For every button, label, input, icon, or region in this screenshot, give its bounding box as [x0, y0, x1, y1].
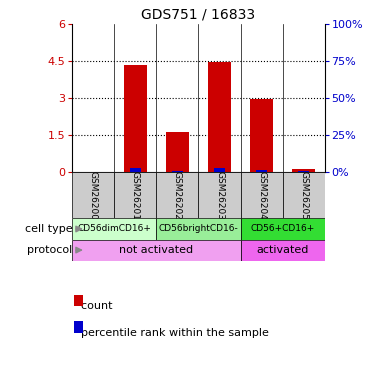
Bar: [240, 172, 283, 219]
Bar: [208, 62, 231, 172]
Bar: [72, 219, 157, 240]
Text: CD56dimCD16+: CD56dimCD16+: [78, 225, 151, 234]
Text: GSM26201: GSM26201: [131, 171, 140, 220]
Bar: [292, 169, 315, 172]
Text: not activated: not activated: [119, 245, 194, 255]
Title: GDS751 / 16833: GDS751 / 16833: [141, 8, 256, 22]
Bar: [250, 99, 273, 172]
Bar: [240, 240, 325, 261]
Text: GSM26202: GSM26202: [173, 171, 182, 220]
Bar: [166, 132, 189, 172]
Text: activated: activated: [256, 245, 309, 255]
Bar: [124, 65, 147, 172]
Text: GSM26200: GSM26200: [89, 171, 98, 220]
Text: cell type: cell type: [25, 224, 72, 234]
Text: GSM26204: GSM26204: [257, 171, 266, 220]
Bar: [298, 171, 309, 172]
Bar: [130, 168, 141, 172]
Text: protocol: protocol: [27, 245, 72, 255]
Bar: [72, 172, 114, 219]
Bar: [198, 172, 240, 219]
Text: CD56brightCD16-: CD56brightCD16-: [159, 225, 238, 234]
Bar: [72, 240, 240, 261]
Bar: [157, 172, 198, 219]
Text: count: count: [74, 302, 113, 311]
Text: GSM26205: GSM26205: [299, 171, 308, 220]
Text: GSM26203: GSM26203: [215, 171, 224, 220]
Bar: [157, 219, 240, 240]
Bar: [256, 170, 267, 172]
Text: CD56+CD16+: CD56+CD16+: [250, 225, 315, 234]
Bar: [214, 168, 225, 172]
Bar: [114, 172, 157, 219]
Bar: [172, 171, 183, 172]
Text: percentile rank within the sample: percentile rank within the sample: [74, 328, 269, 338]
Bar: [240, 219, 325, 240]
Bar: [283, 172, 325, 219]
